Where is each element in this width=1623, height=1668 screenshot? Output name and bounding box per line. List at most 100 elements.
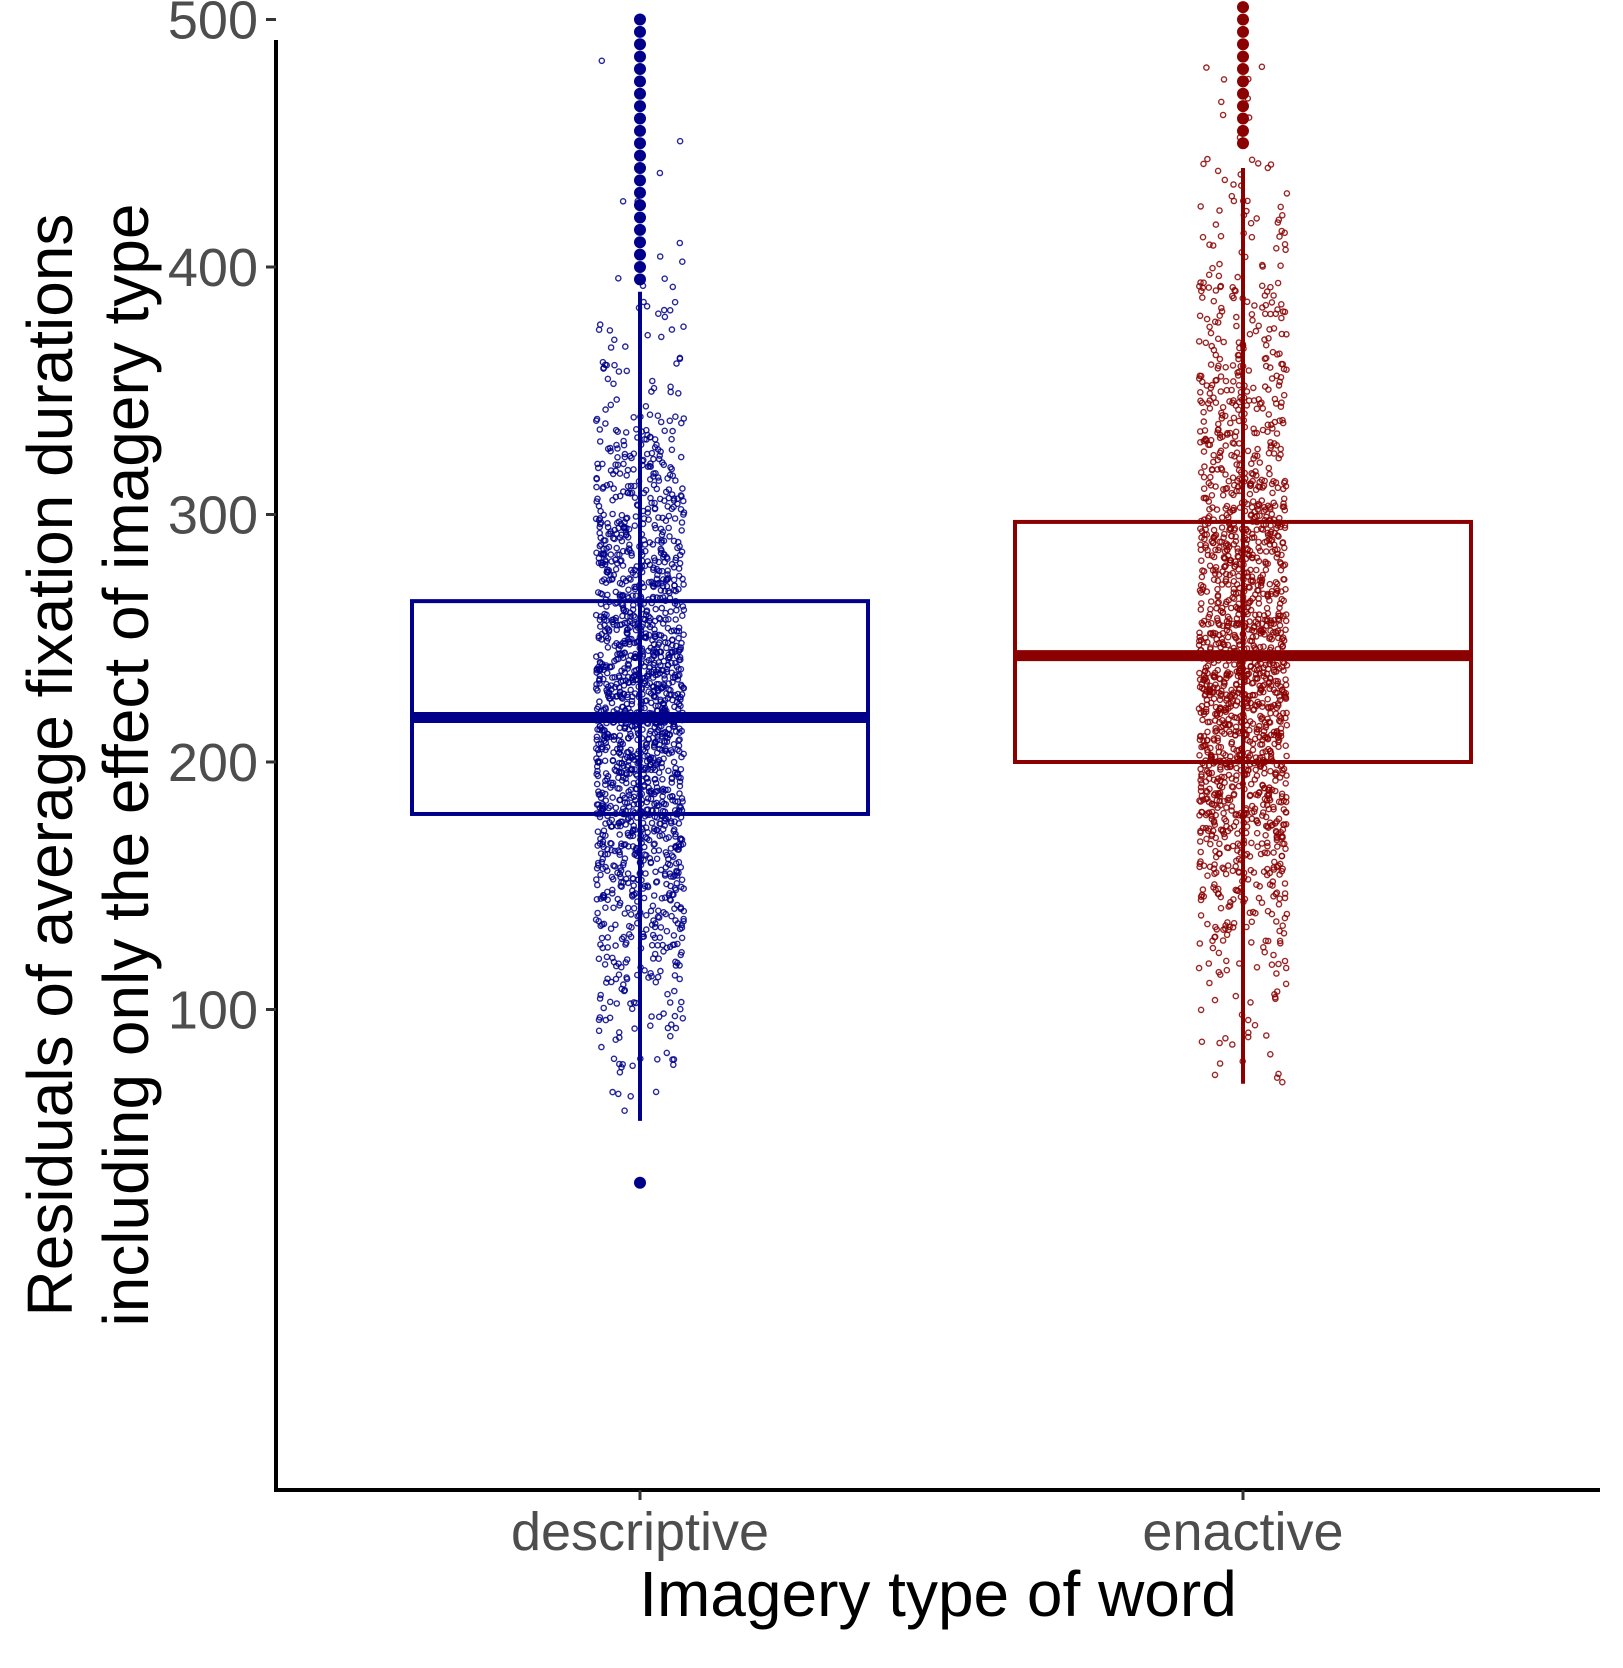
- data-point: [623, 472, 631, 479]
- data-point: [627, 732, 635, 740]
- data-point: [1233, 322, 1240, 330]
- data-point: [1218, 524, 1226, 531]
- data-point: [593, 475, 601, 483]
- data-point: [653, 749, 661, 757]
- data-point: [652, 978, 660, 986]
- data-point: [604, 375, 612, 383]
- data-point: [658, 580, 665, 587]
- data-point: [1197, 438, 1204, 446]
- data-point: [1283, 772, 1290, 779]
- data-point: [1208, 800, 1216, 808]
- data-point: [674, 940, 681, 948]
- data-point: [607, 551, 615, 558]
- data-point: [1272, 628, 1279, 636]
- data-point: [1265, 464, 1273, 472]
- data-point: [1247, 597, 1254, 605]
- data-point: [1255, 726, 1262, 733]
- data-point: [1258, 399, 1265, 407]
- data-point: [609, 674, 616, 681]
- data-point: [645, 784, 653, 792]
- data-point: [1254, 791, 1262, 799]
- data-point: [1266, 685, 1273, 693]
- data-point: [661, 313, 669, 321]
- data-point: [662, 835, 670, 843]
- data-point: [1245, 626, 1252, 633]
- data-point: [677, 1005, 684, 1013]
- data-point: [1250, 679, 1257, 687]
- data-point: [595, 326, 603, 334]
- data-point: [1206, 785, 1213, 793]
- data-point: [1260, 643, 1267, 651]
- data-point: [1222, 442, 1229, 449]
- data-point: [1211, 996, 1219, 1004]
- data-point: [1248, 511, 1255, 518]
- data-point: [1200, 160, 1207, 168]
- data-point: [1244, 447, 1252, 455]
- data-point: [604, 523, 612, 531]
- data-point: [1262, 566, 1270, 574]
- data-point: [616, 785, 623, 792]
- data-point: [607, 695, 614, 702]
- data-point: [612, 767, 620, 775]
- data-point: [610, 485, 618, 492]
- data-point: [629, 592, 636, 600]
- data-point: [604, 944, 612, 951]
- data-point: [620, 933, 628, 941]
- data-point: [650, 687, 658, 695]
- data-point: [614, 453, 621, 461]
- data-point: [1234, 369, 1241, 376]
- data-point: [1225, 705, 1232, 712]
- data-point: [630, 826, 637, 833]
- data-point: [677, 702, 684, 710]
- data-point: [668, 774, 676, 782]
- data-point: [1232, 818, 1240, 826]
- data-point: [647, 1022, 654, 1029]
- data-point: [1231, 661, 1238, 668]
- data-point: [643, 450, 651, 458]
- data-point: [1232, 811, 1239, 819]
- data-point: [1234, 273, 1241, 281]
- data-point: [1204, 827, 1212, 835]
- data-point: [619, 547, 627, 555]
- data-point: [657, 967, 664, 975]
- data-point: [622, 577, 630, 585]
- data-point: [1250, 534, 1258, 541]
- data-point: [675, 656, 683, 664]
- data-point: [656, 253, 664, 260]
- data-point: [668, 435, 675, 443]
- data-point: [627, 786, 635, 794]
- data-point: [1282, 586, 1289, 593]
- jitter-points: [592, 57, 1291, 1114]
- data-point: [593, 780, 601, 788]
- data-point: [1272, 890, 1279, 898]
- data-point: [674, 798, 682, 805]
- data-point: [627, 746, 635, 754]
- y-axis-title-line-2: including only the effect of imagery typ…: [90, 203, 162, 1326]
- data-point: [597, 991, 605, 999]
- outlier-point: [634, 211, 646, 224]
- data-point: [650, 841, 658, 849]
- data-point: [624, 904, 632, 912]
- data-point: [643, 835, 651, 842]
- data-point: [620, 437, 627, 445]
- data-point: [1230, 919, 1238, 927]
- data-point: [1275, 798, 1283, 806]
- data-point: [649, 955, 657, 962]
- data-point: [644, 331, 652, 339]
- data-point: [678, 998, 685, 1006]
- data-point: [1211, 318, 1219, 326]
- data-point: [680, 581, 687, 588]
- data-point: [659, 776, 666, 783]
- data-point: [1246, 738, 1254, 745]
- data-point: [647, 463, 655, 471]
- data-point: [627, 686, 635, 694]
- data-point: [658, 604, 666, 612]
- data-point: [1212, 886, 1219, 894]
- data-point: [1214, 577, 1222, 585]
- data-point: [1248, 233, 1256, 241]
- data-point: [666, 306, 674, 314]
- data-point: [675, 737, 682, 744]
- data-point: [648, 499, 655, 507]
- data-point: [654, 733, 661, 740]
- data-point: [1228, 386, 1235, 394]
